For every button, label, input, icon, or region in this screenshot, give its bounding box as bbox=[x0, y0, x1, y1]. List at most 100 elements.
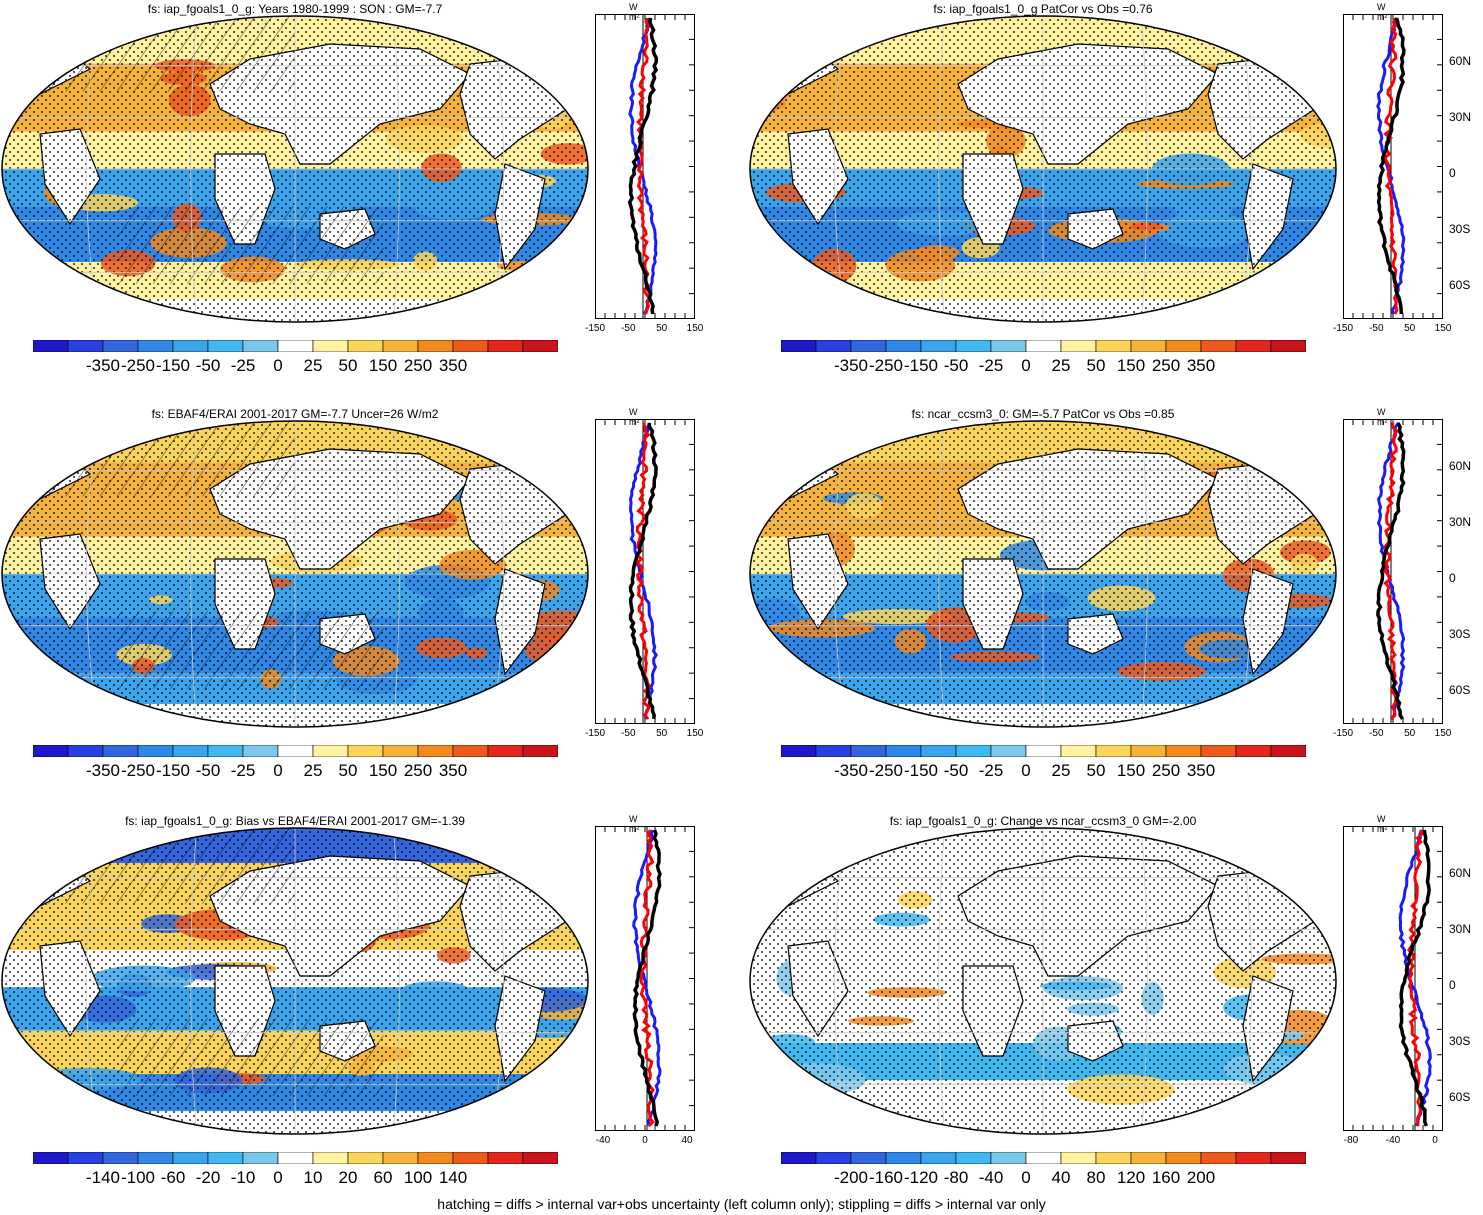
colorbar-tick-label: -350 bbox=[833, 356, 869, 375]
colorbar-tick-label: 50 bbox=[338, 356, 358, 375]
colorbar-tick-label: 40 bbox=[1051, 1168, 1071, 1187]
panel-title: fs: iap_fgoals1_0_g: Change vs ncar_ccsm… bbox=[889, 814, 1197, 828]
colorbar-tick-label: 60 bbox=[373, 1168, 393, 1187]
colorbar-tick-label: -80 bbox=[943, 1168, 969, 1187]
panel-title: fs: iap_fgoals1_0_g: Bias vs EBAF4/ERAI … bbox=[125, 814, 465, 828]
panel-title: fs: EBAF4/ERAI 2001-2017 GM=-7.7 Uncer=2… bbox=[151, 407, 439, 421]
colorbar-tick-label: 25 bbox=[303, 761, 323, 780]
colorbar-tick-label: -50 bbox=[195, 761, 221, 780]
colorbar-tick-label: 0 bbox=[273, 356, 283, 375]
latitude-tick-label: 0 bbox=[1449, 977, 1456, 992]
latitude-tick-label: 0 bbox=[1449, 570, 1456, 585]
latitude-tick-label: 60S bbox=[1449, 277, 1471, 292]
colorbar-tick-label: 350 bbox=[1186, 761, 1216, 780]
colorbar-tick-label: -60 bbox=[160, 1168, 186, 1187]
colorbar-tick-label: -25 bbox=[978, 761, 1004, 780]
colorbar bbox=[33, 1152, 558, 1164]
latitude-tick-label: 30N bbox=[1449, 515, 1472, 530]
profile-units: W m² bbox=[629, 814, 640, 834]
profile-x-tick-label: 150 bbox=[686, 728, 704, 739]
colorbar-tick-label: -50 bbox=[943, 356, 969, 375]
zonal-mean-profile bbox=[1343, 826, 1443, 1131]
colorbar-tick-label: 25 bbox=[303, 356, 323, 375]
colorbar-tick-label: 0 bbox=[273, 761, 283, 780]
panel-title: fs: ncar_ccsm3_0: GM=-5.7 PatCor vs Obs … bbox=[911, 407, 1175, 421]
profile-x-tick-label: 0 bbox=[642, 1135, 648, 1146]
colorbar-tick-label: -10 bbox=[230, 1168, 256, 1187]
colorbar-tick-label: 150 bbox=[368, 761, 398, 780]
panel-title: fs: iap_fgoals1_0_g PatCor vs Obs =0.76 bbox=[933, 2, 1153, 16]
colorbar-tick-label: 120 bbox=[1116, 1168, 1146, 1187]
zonal-mean-profile bbox=[595, 14, 695, 319]
world-map bbox=[1, 827, 589, 1135]
profile-x-tick-label: -150 bbox=[584, 323, 606, 334]
profile-x-tick-label: -50 bbox=[621, 728, 636, 739]
colorbar-tick-label: 250 bbox=[403, 761, 433, 780]
colorbar-tick-label: 25 bbox=[1051, 761, 1071, 780]
colorbar-tick-label: -40 bbox=[978, 1168, 1004, 1187]
colorbar-tick-label: -20 bbox=[195, 1168, 221, 1187]
colorbar-tick-label: 200 bbox=[1186, 1168, 1216, 1187]
latitude-tick-label: 30S bbox=[1449, 1033, 1471, 1048]
world-map bbox=[1, 420, 589, 728]
colorbar-tick-label: 350 bbox=[438, 356, 468, 375]
profile-x-tick-label: -50 bbox=[1369, 323, 1384, 334]
colorbar bbox=[33, 745, 558, 757]
colorbar-tick-label: -25 bbox=[230, 761, 256, 780]
colorbar-tick-label: 0 bbox=[1021, 356, 1031, 375]
colorbar-tick-label: -150 bbox=[155, 761, 191, 780]
figure-footer-note: hatching = diffs > internal var+obs unce… bbox=[437, 1196, 1046, 1212]
colorbar-tick-label: -50 bbox=[943, 761, 969, 780]
latitude-tick-label: 60S bbox=[1449, 682, 1471, 697]
latitude-tick-label: 30N bbox=[1449, 922, 1472, 937]
latitude-tick-label: 0 bbox=[1449, 165, 1456, 180]
colorbar-tick-label: -350 bbox=[833, 761, 869, 780]
colorbar-tick-label: 25 bbox=[1051, 356, 1071, 375]
colorbar-tick-label: 350 bbox=[1186, 356, 1216, 375]
profile-x-tick-label: -50 bbox=[1369, 728, 1384, 739]
colorbar bbox=[781, 745, 1306, 757]
profile-units: W m² bbox=[1377, 814, 1388, 834]
colorbar-tick-label: 150 bbox=[368, 356, 398, 375]
colorbar-tick-label: 250 bbox=[1151, 356, 1181, 375]
profile-x-tick-label: -80 bbox=[1343, 1135, 1359, 1146]
colorbar-tick-label: -50 bbox=[195, 356, 221, 375]
latitude-tick-label: 60N bbox=[1449, 54, 1472, 69]
profile-x-tick-label: -40 bbox=[1385, 1135, 1401, 1146]
latitude-tick-label: 30S bbox=[1449, 221, 1471, 236]
colorbar-tick-label: 150 bbox=[1116, 356, 1146, 375]
colorbar-tick-label: -150 bbox=[903, 761, 939, 780]
profile-x-tick-label: 50 bbox=[1404, 323, 1416, 334]
profile-x-tick-label: 50 bbox=[656, 323, 668, 334]
profile-x-tick-label: -40 bbox=[595, 1135, 611, 1146]
world-map bbox=[749, 827, 1337, 1135]
colorbar-tick-label: 0 bbox=[1021, 1168, 1031, 1187]
colorbar-tick-label: -150 bbox=[903, 356, 939, 375]
colorbar-tick-label: -150 bbox=[155, 356, 191, 375]
latitude-tick-label: 60N bbox=[1449, 866, 1472, 881]
colorbar-tick-label: -350 bbox=[85, 761, 121, 780]
profile-x-tick-label: 50 bbox=[1404, 728, 1416, 739]
colorbar bbox=[781, 340, 1306, 352]
profile-units: W m² bbox=[629, 2, 640, 22]
profile-x-tick-label: -150 bbox=[584, 728, 606, 739]
profile-x-tick-label: 150 bbox=[1434, 323, 1452, 334]
colorbar-tick-label: 50 bbox=[1086, 761, 1106, 780]
profile-units: W m² bbox=[1377, 407, 1388, 427]
profile-x-tick-label: 40 bbox=[681, 1135, 693, 1146]
profile-units: W m² bbox=[629, 407, 640, 427]
panel-title: fs: iap_fgoals1_0_g: Years 1980-1999 : S… bbox=[147, 2, 443, 16]
colorbar-tick-label: 250 bbox=[403, 356, 433, 375]
colorbar-tick-label: -25 bbox=[978, 356, 1004, 375]
colorbar-tick-label: -250 bbox=[120, 761, 156, 780]
colorbar bbox=[781, 1152, 1306, 1164]
colorbar-tick-label: -160 bbox=[868, 1168, 904, 1187]
colorbar-tick-label: -250 bbox=[868, 356, 904, 375]
world-map bbox=[1, 15, 589, 323]
profile-x-tick-label: 150 bbox=[1434, 728, 1452, 739]
profile-x-tick-label: 50 bbox=[656, 728, 668, 739]
world-map bbox=[749, 15, 1337, 323]
colorbar-tick-label: 50 bbox=[338, 761, 358, 780]
colorbar-tick-label: 100 bbox=[403, 1168, 433, 1187]
zonal-mean-profile bbox=[1343, 14, 1443, 319]
